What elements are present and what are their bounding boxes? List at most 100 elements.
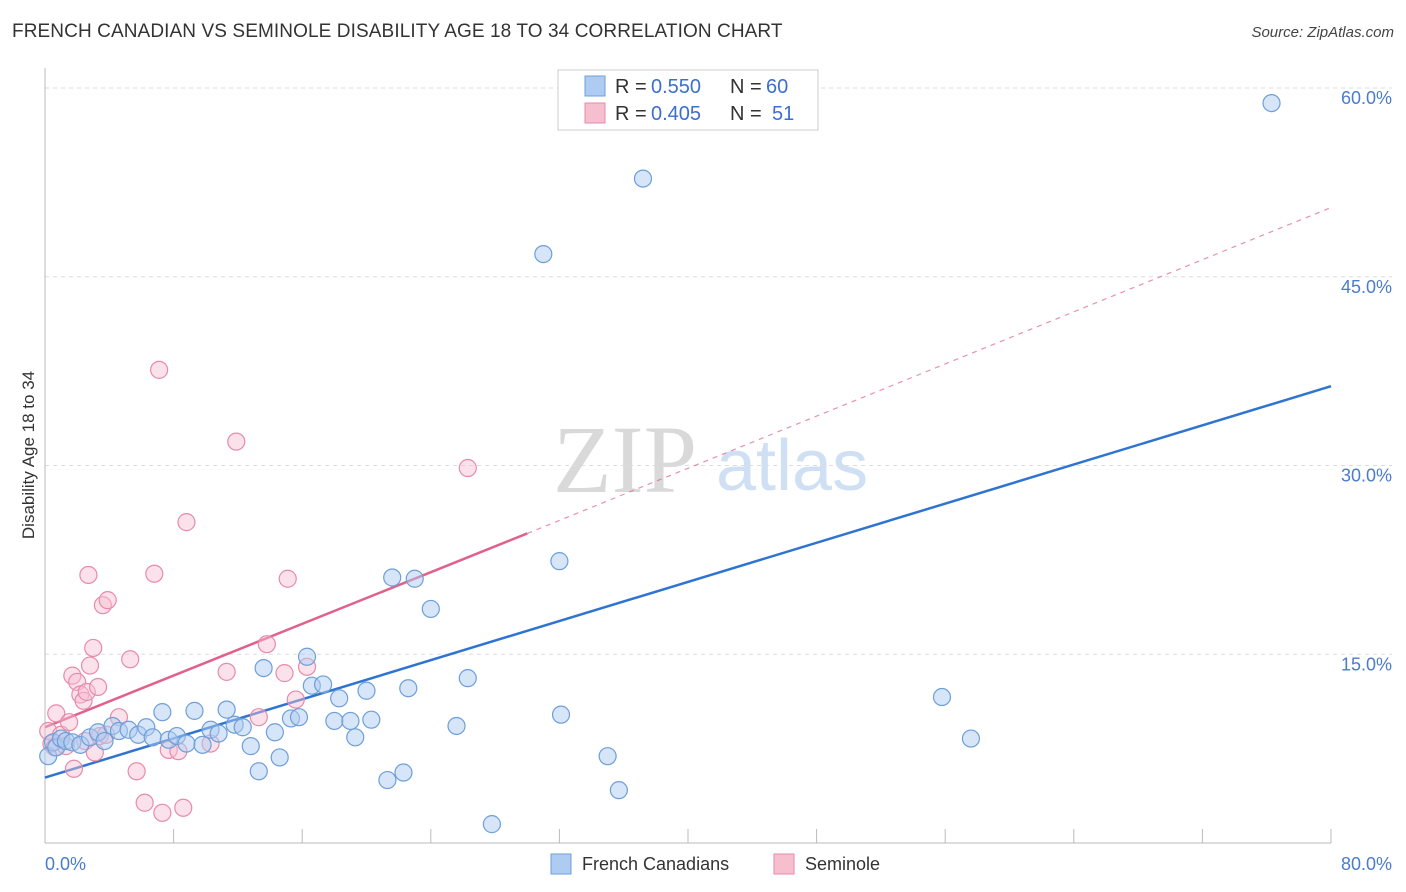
axes bbox=[44, 68, 1332, 844]
legend-n-value-2: 51 bbox=[772, 103, 794, 125]
point-french-canadians-52 bbox=[534, 245, 553, 264]
point-french-canadians-36 bbox=[313, 675, 333, 694]
point-seminole-6 bbox=[60, 713, 79, 732]
point-french-canadians-59 bbox=[961, 729, 981, 748]
point-seminole-15 bbox=[80, 656, 100, 675]
bottom-legend-swatch-french-canadians bbox=[550, 853, 572, 875]
point-french-canadians-19 bbox=[177, 734, 196, 753]
point-french-canadians-37 bbox=[325, 711, 344, 731]
point-french-canadians-39 bbox=[341, 711, 360, 731]
point-french-canadians-23 bbox=[209, 724, 228, 743]
point-seminole-39 bbox=[275, 664, 294, 683]
point-french-canadians-28 bbox=[249, 762, 268, 781]
point-seminole-16 bbox=[84, 638, 103, 658]
bottom-legend-seminole: Seminole bbox=[805, 854, 880, 874]
point-french-canadians-46 bbox=[399, 679, 418, 698]
legend-r-label-1: R = bbox=[615, 76, 647, 98]
x-tick-label-max: 80.0% bbox=[1341, 854, 1392, 874]
point-seminole-18 bbox=[88, 677, 108, 697]
point-french-canadians-55 bbox=[598, 747, 617, 766]
bottom-legend: French Canadians Seminole bbox=[550, 853, 880, 875]
point-french-canadians-30 bbox=[265, 723, 284, 742]
y-tick-label-60: 60.0% bbox=[1341, 88, 1392, 108]
x-tick-label-min: 0.0% bbox=[45, 854, 86, 874]
point-french-canadians-20 bbox=[185, 701, 204, 720]
point-french-canadians-34 bbox=[297, 647, 317, 666]
point-seminole-20 bbox=[93, 596, 112, 615]
point-french-canadians-53 bbox=[550, 552, 569, 571]
point-french-canadians-43 bbox=[378, 770, 397, 790]
point-french-canadians-60 bbox=[1262, 93, 1281, 113]
point-french-canadians-31 bbox=[270, 748, 289, 767]
point-french-canadians-38 bbox=[330, 689, 349, 708]
point-french-canadians-47 bbox=[405, 569, 424, 588]
point-seminole-36 bbox=[227, 432, 246, 451]
point-french-canadians-49 bbox=[447, 716, 466, 736]
trend-line-seminole-extension bbox=[527, 206, 1332, 535]
point-seminole-8 bbox=[64, 759, 84, 778]
point-french-canadians-15 bbox=[143, 728, 162, 747]
point-french-canadians-57 bbox=[633, 169, 653, 188]
y-tick-label-45: 45.0% bbox=[1341, 277, 1392, 297]
y-axis-label: Disability Age 18 to 34 bbox=[19, 371, 38, 539]
point-french-canadians-44 bbox=[383, 568, 402, 587]
point-french-canadians-29 bbox=[254, 658, 273, 678]
point-seminole-3 bbox=[47, 704, 66, 723]
point-seminole-27 bbox=[145, 564, 164, 583]
legend-swatch-french-canadians bbox=[584, 75, 606, 97]
point-french-canadians-41 bbox=[357, 681, 376, 700]
point-french-canadians-58 bbox=[932, 687, 952, 707]
point-seminole-41 bbox=[286, 690, 305, 709]
trend-line-french-canadians bbox=[44, 385, 1332, 779]
point-seminole-22 bbox=[98, 591, 117, 610]
legend-swatch-seminole bbox=[584, 102, 606, 124]
legend: R = 0.550 N = 60 R = 0.405 N = 51 bbox=[557, 69, 819, 131]
point-french-canadians-40 bbox=[346, 728, 365, 747]
y-tick-label-15: 15.0% bbox=[1341, 654, 1392, 674]
legend-r-label-2: R = bbox=[615, 103, 647, 125]
data-points bbox=[39, 93, 1281, 834]
legend-r-value-2: 0.405 bbox=[651, 103, 701, 125]
point-french-canadians-48 bbox=[421, 599, 440, 619]
point-french-canadians-50 bbox=[458, 669, 477, 688]
point-seminole-43 bbox=[458, 458, 477, 478]
chart-title: FRENCH CANADIAN VS SEMINOLE DISABILITY A… bbox=[12, 21, 783, 42]
point-seminole-29 bbox=[153, 803, 172, 822]
point-seminole-37 bbox=[249, 708, 268, 727]
y-tick-label-30: 30.0% bbox=[1341, 466, 1392, 486]
legend-n-label-1: N = bbox=[730, 76, 762, 98]
point-french-canadians-27 bbox=[241, 737, 260, 756]
point-french-canadians-45 bbox=[394, 763, 413, 782]
point-seminole-35 bbox=[217, 662, 236, 681]
point-french-canadians-42 bbox=[362, 710, 381, 729]
point-french-canadians-56 bbox=[609, 781, 628, 800]
watermark-zip: ZIP bbox=[553, 406, 697, 513]
point-seminole-33 bbox=[177, 513, 196, 532]
point-french-canadians-51 bbox=[482, 815, 501, 834]
legend-n-value-1: 60 bbox=[766, 76, 788, 98]
point-french-canadians-54 bbox=[551, 705, 571, 724]
point-french-canadians-9 bbox=[95, 731, 114, 751]
point-french-canadians-16 bbox=[153, 703, 172, 722]
bottom-legend-swatch-seminole bbox=[773, 853, 795, 875]
source-label: Source: ZipAtlas.com bbox=[1251, 24, 1394, 41]
point-seminole-38 bbox=[257, 635, 276, 654]
point-seminole-32 bbox=[174, 798, 193, 817]
trend-lines bbox=[44, 206, 1332, 779]
point-french-canadians-33 bbox=[289, 708, 309, 727]
point-french-canadians-26 bbox=[233, 718, 252, 737]
trend-line-seminole bbox=[44, 532, 528, 729]
point-seminole-24 bbox=[121, 650, 140, 669]
point-seminole-28 bbox=[150, 360, 169, 379]
point-french-canadians-24 bbox=[217, 700, 236, 719]
point-seminole-25 bbox=[127, 762, 146, 781]
legend-n-label-2: N = bbox=[730, 103, 762, 125]
legend-r-value-1: 0.550 bbox=[651, 76, 701, 98]
bottom-legend-french-canadians: French Canadians bbox=[582, 854, 729, 874]
point-seminole-13 bbox=[77, 682, 96, 702]
point-seminole-14 bbox=[79, 565, 98, 585]
point-french-canadians-21 bbox=[193, 735, 212, 754]
gridlines bbox=[45, 87, 1392, 655]
tick-labels: 15.0% 30.0% 45.0% 60.0% 0.0% 80.0% bbox=[45, 88, 1392, 874]
